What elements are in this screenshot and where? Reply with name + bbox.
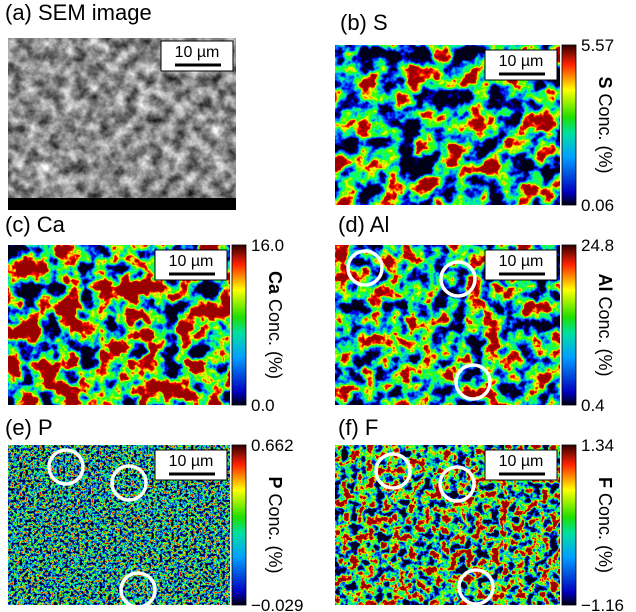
colorbar [561,244,577,406]
scale-bar-label: 10 µm [499,253,544,270]
panel-label: (c) Ca [5,212,66,237]
colorbar-title: Ca Conc. (%) [265,271,285,379]
colorbar-element: Al [595,273,615,291]
highlight-circle [119,571,157,609]
colorbar-title: P Conc. (%) [265,476,285,573]
colorbar-title: S Conc. (%) [595,76,615,173]
scale-bar-label: 10 µm [169,253,214,270]
colorbar-title: Al Conc. (%) [595,273,615,376]
colorbar [231,444,247,606]
highlight-circle [110,464,148,502]
highlight-circle [47,448,85,486]
colorbar-min: −1.16 [581,596,624,612]
highlight-circle [457,568,495,606]
colorbar-unit: Conc. (%) [265,299,285,379]
colorbar [561,44,577,206]
highlight-circle [438,465,476,503]
colorbar-max: 1.34 [581,436,614,455]
colorbar-min: −0.029 [251,596,303,612]
colorbar-element: P [265,476,285,488]
scale-bar-label: 10 µm [499,453,544,470]
colorbar [231,244,247,406]
colorbar-element: F [595,477,615,488]
highlight-circle [439,260,477,298]
scale-bar-label: 10 µm [499,53,544,70]
colorbar-element: S [595,76,615,88]
colorbar-unit: Conc. (%) [595,296,615,376]
colorbar-max: 5.57 [581,36,614,55]
colorbar-max: 16.0 [251,236,284,255]
info-bar [8,198,236,210]
colorbar-title: F Conc. (%) [595,477,615,573]
colorbar-element: Ca [265,271,285,295]
highlight-circle [374,452,412,490]
panel-label: (b) S [340,10,388,35]
highlight-circle [346,249,384,287]
panel-label: (d) Al [338,212,389,237]
scale-bar-label: 10 µm [169,453,214,470]
colorbar-max: 24.8 [581,236,614,255]
scale-bar-label: 10 µm [175,44,220,61]
colorbar-min: 0.06 [581,196,614,215]
colorbar-unit: Conc. (%) [595,94,615,174]
colorbar-unit: Conc. (%) [595,493,615,573]
highlight-circle [454,363,492,401]
panel-label: (f) F [338,415,378,440]
colorbar-unit: Conc. (%) [265,494,285,574]
colorbar [561,444,577,606]
panel-label: (a) SEM image [5,0,152,25]
colorbar-max: 0.662 [251,436,294,455]
panel-label: (e) P [5,415,53,440]
colorbar-min: 0.0 [251,396,275,415]
colorbar-min: 0.4 [581,396,605,415]
